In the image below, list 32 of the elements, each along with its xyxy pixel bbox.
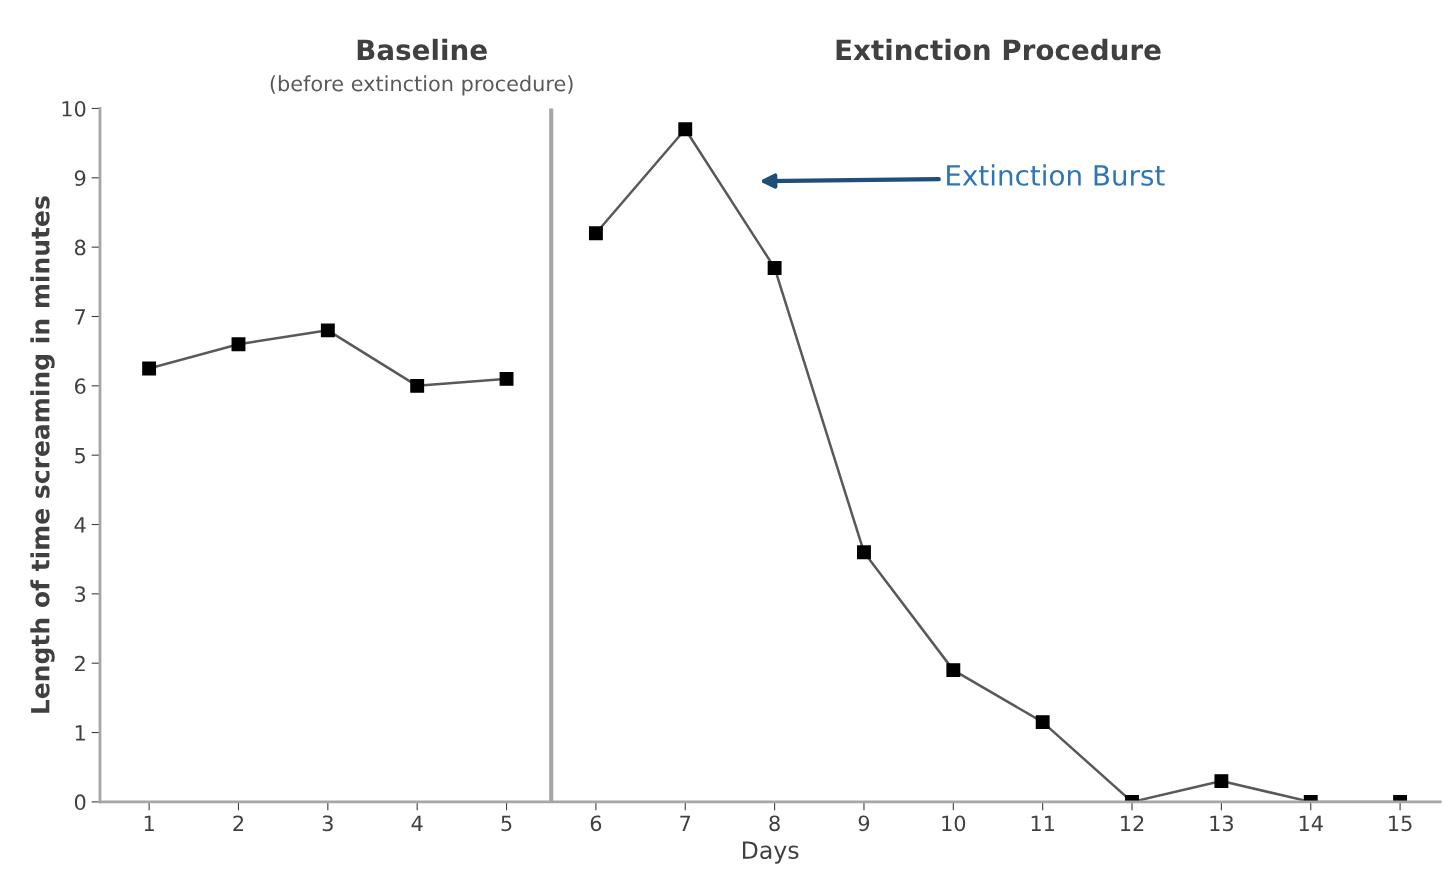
x-tick-label: 2 [233, 815, 244, 831]
text: (before extinction procedure) [270, 75, 573, 96]
x-axis-title: Days [743, 841, 799, 864]
x-tick-label: 7 [680, 815, 691, 831]
y-tick-label: 4 [74, 517, 86, 533]
y-tick-label: 0 [74, 794, 86, 811]
x-tick-label: 4 [411, 815, 423, 831]
x-tick-label: 10 [942, 815, 966, 832]
x-tick-label: 9 [858, 815, 870, 832]
x-tick-label: 13 [1210, 815, 1233, 832]
x-tick-label: 11 [1031, 815, 1055, 831]
y-tick-label: 8 [74, 239, 86, 256]
x-tick-label: 6 [590, 815, 602, 832]
y-tick-label: 5 [75, 447, 85, 464]
y-tick-label: 7 [75, 309, 86, 325]
x-tick-label: 12 [1121, 815, 1144, 831]
x-tick-label: 14 [1299, 815, 1323, 831]
x-tick-label: 3 [322, 815, 333, 832]
y-tick-label: 10 [62, 100, 86, 117]
x-tick-label: 1 [144, 815, 154, 831]
y-tick-label: 2 [75, 655, 85, 672]
y-tick-label: 9 [74, 170, 86, 187]
x-tick-label: 15 [1389, 815, 1412, 832]
x-tick-label: 8 [769, 815, 780, 832]
y-tick-label: 6 [74, 378, 86, 395]
text: Baseline [357, 38, 487, 61]
x-tick-label: 5 [501, 815, 512, 832]
text: Extinction Procedure [836, 38, 1161, 61]
annotation: Extinction Burst [947, 164, 1165, 186]
y-axis-title: Length of time screaming in minutes [30, 196, 55, 713]
y-tick-label: 1 [75, 725, 85, 741]
y-tick-label: 3 [75, 586, 86, 603]
